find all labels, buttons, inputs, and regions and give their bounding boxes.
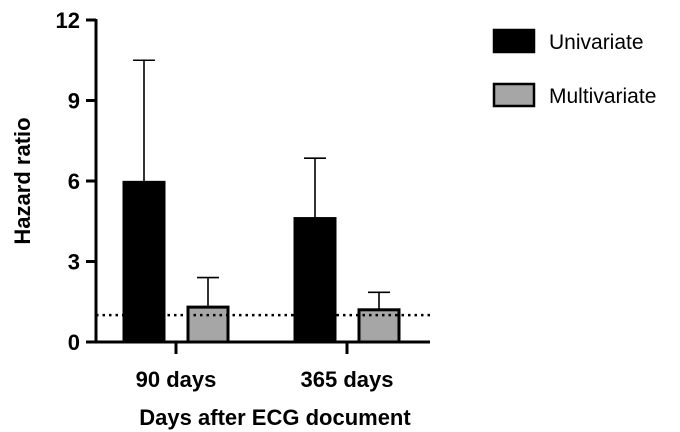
y-tick-label: 3 (68, 250, 80, 275)
legend-swatch (492, 82, 536, 108)
legend: Univariate Multivariate (492, 28, 656, 108)
bar (293, 217, 337, 344)
legend-label: Multivariate (549, 85, 656, 108)
bar (122, 180, 166, 344)
legend-swatch (492, 28, 536, 54)
x-axis-title: Days after ECG document (139, 405, 411, 430)
y-tick-label: 0 (68, 330, 80, 355)
y-tick-label: 12 (56, 8, 80, 33)
x-ticks: 90 days 365 days (136, 342, 394, 392)
bars-layer (122, 59, 401, 344)
y-ticks: 0 3 6 9 12 (56, 8, 96, 355)
y-axis-title: Hazard ratio (10, 117, 35, 244)
legend-label: Univariate (549, 31, 644, 54)
y-tick-label: 6 (68, 169, 80, 194)
x-tick-label: 90 days (136, 367, 217, 392)
bar (357, 308, 401, 344)
bar (186, 305, 230, 344)
x-tick-label: 365 days (301, 367, 394, 392)
y-tick-label: 9 (68, 89, 80, 114)
